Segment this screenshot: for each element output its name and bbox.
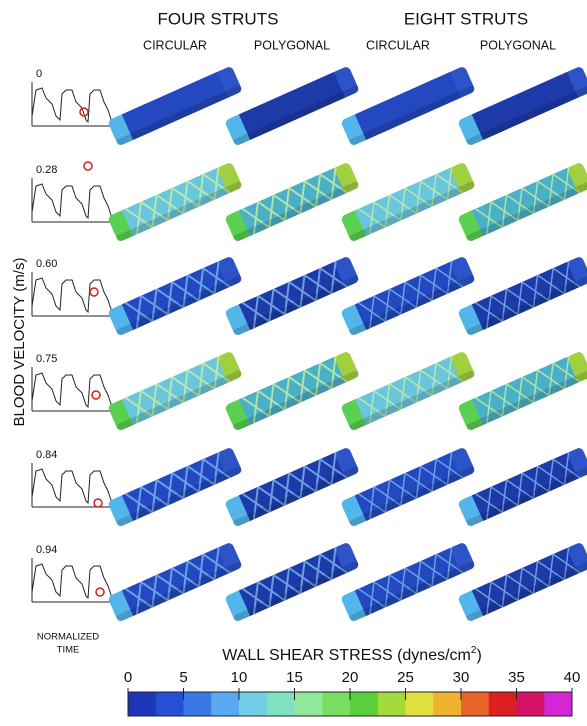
waveform: [32, 367, 112, 411]
stent-model: [107, 162, 243, 243]
time-marker: [92, 391, 100, 399]
colorbar-segment: [489, 692, 517, 716]
colorbar: 0 5 10 15 20 25 30 35 40: [124, 669, 581, 716]
colorbar-tick-label: 10: [231, 669, 248, 686]
row-label: 0.84: [36, 449, 57, 461]
group-header: FOUR STRUTS: [158, 9, 279, 28]
stent-body: [472, 72, 578, 140]
stent-model: [457, 447, 587, 528]
colorbar-tick-label: 25: [397, 669, 414, 686]
row-label: 0.94: [36, 544, 57, 556]
stent-body: [122, 72, 228, 140]
stent-model: [107, 66, 243, 147]
stent-model: [224, 542, 360, 623]
time-marker: [94, 499, 102, 507]
colorbar-tick-label: 5: [179, 669, 187, 686]
group-header: EIGHT STRUTS: [404, 9, 528, 28]
stent-model: [340, 542, 476, 623]
stent-model: [457, 66, 587, 147]
colorbar-segment: [156, 692, 184, 716]
column-header: CIRCULAR: [143, 38, 207, 52]
time-marker: [84, 162, 92, 170]
x-axis-label: NORMALIZED: [37, 632, 99, 643]
colorbar-tick-label: 15: [286, 669, 303, 686]
stent-model: [224, 66, 360, 147]
stent-model: [340, 447, 476, 528]
colorbar-tick-label: 30: [453, 669, 470, 686]
stent-model: [224, 256, 360, 337]
colorbar-tick-label: 0: [124, 669, 132, 686]
colorbar-segment: [406, 692, 434, 716]
panels: 0 0.28 0.60 0.75 0.84 0.94: [32, 66, 587, 623]
stent-model: [107, 351, 243, 432]
colorbar-segment: [378, 692, 406, 716]
waveform: [32, 272, 112, 316]
column-header: CIRCULAR: [366, 38, 430, 52]
waveform-line: [32, 184, 112, 218]
colorbar-segment: [239, 692, 267, 716]
stent-model: [340, 351, 476, 432]
colorbar-segment: [350, 692, 378, 716]
colorbar-title: WALL SHEAR STRESS (dynes/cm2): [222, 645, 482, 665]
x-axis-label: TIME: [57, 645, 80, 656]
figure: FOUR STRUTS EIGHT STRUTS CIRCULAR POLYGO…: [0, 0, 587, 726]
waveform: [32, 463, 112, 507]
stent-model: [457, 256, 587, 337]
stent-model: [457, 162, 587, 243]
waveform-line: [32, 373, 112, 407]
colorbar-segment: [184, 692, 212, 716]
colorbar-segment: [433, 692, 461, 716]
colorbar-segment: [128, 692, 156, 716]
colorbar-segment: [211, 692, 239, 716]
stent-model: [107, 447, 243, 528]
column-header: POLYGONAL: [480, 38, 556, 52]
stent-body: [239, 72, 345, 140]
waveform-line: [32, 564, 112, 598]
waveform: [32, 558, 112, 602]
waveform-line: [32, 469, 112, 503]
waveform-line: [32, 88, 112, 122]
stent-model: [340, 66, 476, 147]
row-label: 0.75: [36, 353, 57, 365]
colorbar-segment: [322, 692, 350, 716]
stent-model: [107, 542, 243, 623]
waveform: [32, 82, 112, 126]
stent-model: [107, 256, 243, 337]
waveform-line: [32, 278, 112, 312]
stent-model: [457, 351, 587, 432]
colorbar-tick-label: 35: [508, 669, 525, 686]
row-label: 0: [36, 68, 42, 80]
stent-model: [340, 256, 476, 337]
column-header: POLYGONAL: [254, 38, 330, 52]
colorbar-title-text: WALL SHEAR STRESS (dynes/cm: [222, 647, 471, 664]
time-marker: [90, 288, 98, 296]
stent-model: [224, 162, 360, 243]
colorbar-segment: [544, 692, 572, 716]
stent-model: [340, 162, 476, 243]
colorbar-segment: [295, 692, 323, 716]
colorbar-segment: [517, 692, 545, 716]
stent-body: [355, 72, 461, 140]
y-axis-label: BLOOD VELOCITY (m/s): [11, 258, 28, 427]
stent-model: [224, 447, 360, 528]
row-label: 0.60: [36, 258, 57, 270]
colorbar-title-end: ): [476, 647, 481, 664]
stent-model: [457, 542, 587, 623]
colorbar-tick-label: 20: [342, 669, 359, 686]
colorbar-segment: [461, 692, 489, 716]
colorbar-tick-label: 40: [564, 669, 581, 686]
stent-model: [224, 351, 360, 432]
colorbar-segment: [267, 692, 295, 716]
row-label: 0.28: [36, 164, 57, 176]
time-marker: [96, 588, 104, 596]
